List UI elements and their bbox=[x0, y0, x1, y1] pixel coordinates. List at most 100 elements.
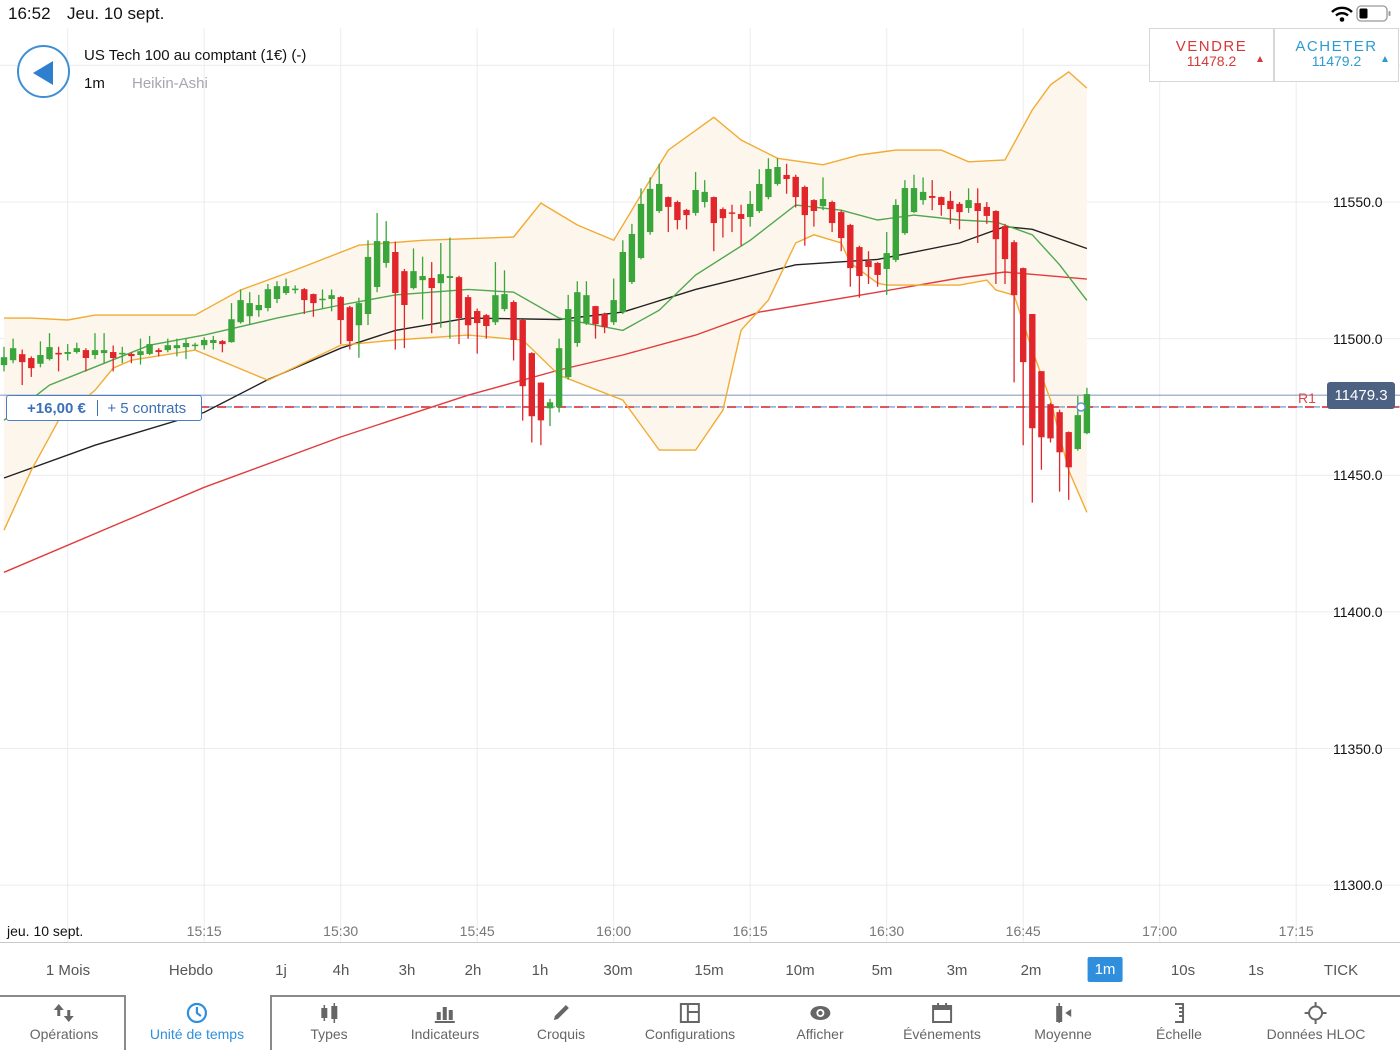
x-tick-label: 15:45 bbox=[459, 923, 495, 939]
y-tick-label: 11450.0 bbox=[1333, 467, 1383, 484]
candle-down bbox=[219, 341, 226, 345]
candle-down bbox=[674, 202, 681, 221]
toolbar-label: Types bbox=[310, 1026, 348, 1042]
candle-up bbox=[901, 188, 909, 234]
candle-down bbox=[719, 209, 727, 219]
toolbar-average-button[interactable]: Moyenne bbox=[1034, 995, 1092, 1050]
timeframe-4h[interactable]: 4h bbox=[332, 962, 350, 979]
timeframe-1h[interactable]: 1h bbox=[531, 962, 549, 979]
candle-up bbox=[91, 350, 99, 356]
candle-down bbox=[128, 353, 135, 357]
toolbar-label: Moyenne bbox=[1034, 1026, 1092, 1042]
candle-down bbox=[82, 350, 90, 359]
toolbar-layout-button[interactable]: Configurations bbox=[645, 995, 735, 1050]
timeframe-10m[interactable]: 10m bbox=[785, 962, 815, 979]
buy-price: 11479.2 bbox=[1311, 53, 1362, 69]
toolbar-calendar-button[interactable]: Événements bbox=[903, 995, 981, 1050]
toolbar-label: Événements bbox=[903, 1026, 981, 1042]
timeframe-3m[interactable]: 3m bbox=[946, 962, 968, 979]
timeframe-tick[interactable]: TICK bbox=[1323, 962, 1359, 979]
candle-down bbox=[1020, 268, 1027, 363]
bar-chart-icon bbox=[434, 1007, 455, 1023]
timeframe-1-mois[interactable]: 1 Mois bbox=[45, 962, 91, 979]
candle-up bbox=[9, 348, 17, 361]
price-chart[interactable] bbox=[0, 0, 1400, 942]
last-price-tag: 11479.3 bbox=[1327, 382, 1395, 409]
y-tick-label: 11550.0 bbox=[1333, 194, 1383, 210]
candle-down bbox=[401, 271, 408, 306]
candle-up bbox=[546, 402, 554, 409]
timeframe-2h[interactable]: 2h bbox=[464, 962, 482, 979]
sell-button[interactable]: VENDRE 11478.2 bbox=[1149, 28, 1274, 82]
candle-up bbox=[646, 188, 654, 233]
timeframe-1s[interactable]: 1s bbox=[1248, 962, 1264, 979]
candle-up bbox=[501, 294, 508, 310]
candle-up bbox=[555, 348, 563, 408]
candle-up bbox=[765, 168, 772, 198]
toolbar-up-down-arrows-button[interactable]: Opérations bbox=[30, 995, 98, 1050]
timeframe-1j[interactable]: 1j bbox=[275, 962, 287, 979]
candle-down bbox=[1056, 412, 1063, 453]
candle-up bbox=[692, 189, 699, 213]
candle-down bbox=[956, 203, 963, 213]
toolbar-label: Échelle bbox=[1156, 1026, 1202, 1042]
toolbar-crosshair-button[interactable]: Données HLOC bbox=[1267, 995, 1365, 1050]
candle-down bbox=[310, 294, 317, 304]
candle-up bbox=[437, 274, 444, 284]
buy-button[interactable]: ACHETER 11479.2 bbox=[1274, 28, 1399, 82]
toolbar-bar-chart-button[interactable]: Indicateurs bbox=[411, 995, 479, 1050]
toolbar-scale-button[interactable]: Échelle bbox=[1156, 995, 1202, 1050]
position-size: + 5 contrats bbox=[107, 399, 187, 417]
eye-icon bbox=[810, 1006, 830, 1020]
moving-average-line bbox=[3, 204, 1088, 421]
candle-up bbox=[637, 203, 645, 259]
candle-down bbox=[528, 353, 535, 417]
timeframe-1m[interactable]: 1m bbox=[1087, 957, 1123, 982]
toolbar-eye-button[interactable]: Afficher bbox=[796, 995, 844, 1050]
timeframe-bar: 1 Mois Hebdo 1j 4h 3h 2h 1h 30m 15m 10m 5m 3m 2m 1m 10… bbox=[0, 942, 1400, 995]
x-tick-label: 16:15 bbox=[732, 923, 768, 939]
interval-label: 1m bbox=[84, 75, 105, 92]
candle-up bbox=[173, 345, 181, 349]
candle-down bbox=[828, 202, 836, 224]
candle-up bbox=[37, 355, 44, 364]
back-button[interactable] bbox=[17, 45, 70, 98]
timeframe-30m[interactable]: 30m bbox=[603, 962, 633, 979]
candle-down bbox=[728, 212, 736, 214]
timeframe-10s[interactable]: 10s bbox=[1170, 962, 1196, 979]
candle-down bbox=[737, 214, 745, 219]
candle-up bbox=[574, 292, 581, 343]
divider bbox=[270, 995, 272, 1050]
candle-up bbox=[610, 300, 617, 323]
candle-up bbox=[628, 233, 636, 283]
timeframe-5m[interactable]: 5m bbox=[871, 962, 893, 979]
candle-down bbox=[792, 176, 799, 198]
candle-down bbox=[464, 297, 472, 326]
candle-down bbox=[537, 382, 545, 421]
candle-down bbox=[483, 315, 490, 327]
divider bbox=[270, 995, 1400, 997]
candle-down bbox=[710, 197, 717, 224]
candle-up bbox=[182, 342, 190, 348]
bollinger-lower-line bbox=[3, 234, 1088, 531]
timeframe-3h[interactable]: 3h bbox=[398, 962, 416, 979]
candle-down bbox=[601, 314, 608, 328]
candle-down bbox=[938, 197, 945, 206]
toolbar-pencil-button[interactable]: Croquis bbox=[537, 995, 585, 1050]
toolbar-candlestick-button[interactable]: Types bbox=[310, 995, 348, 1050]
candle-down bbox=[683, 209, 690, 216]
open-position-tag[interactable]: +16,00 € + 5 contrats bbox=[6, 395, 202, 421]
candle-down bbox=[810, 200, 818, 212]
x-tick-label: 15:15 bbox=[186, 923, 222, 939]
toolbar-clock-button[interactable]: Unité de temps bbox=[150, 995, 244, 1050]
timeframe-15m[interactable]: 15m bbox=[694, 962, 724, 979]
candle-up bbox=[373, 241, 381, 287]
candle-down bbox=[19, 354, 26, 363]
candle-down bbox=[110, 352, 117, 359]
candle-down bbox=[838, 212, 845, 239]
bollinger-band-fill bbox=[4, 71, 1087, 531]
toolbar-label: Unité de temps bbox=[149, 1026, 245, 1042]
timeframe-2m[interactable]: 2m bbox=[1020, 962, 1042, 979]
toolbar-label: Croquis bbox=[536, 1026, 586, 1042]
timeframe-hebdo[interactable]: Hebdo bbox=[168, 962, 214, 979]
